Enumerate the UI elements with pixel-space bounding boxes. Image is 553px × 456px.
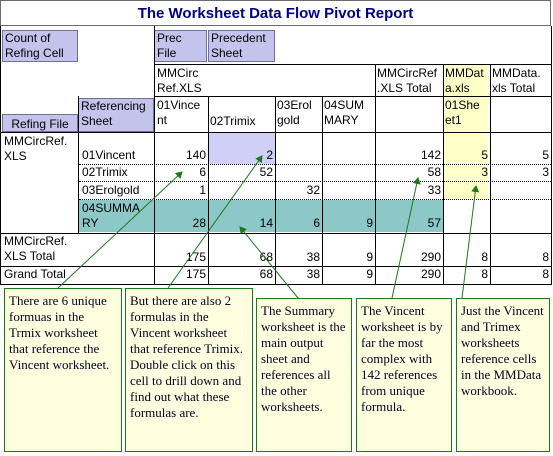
cell-value[interactable]: 6 [199, 165, 206, 179]
summary-row-highlight [78, 200, 443, 232]
cell-total[interactable]: 68 [259, 250, 273, 264]
cell-total[interactable]: 57 [427, 216, 441, 230]
cell-total[interactable]: 3 [542, 165, 549, 179]
col-header-01vincent[interactable]: 01Vince nt [157, 98, 201, 127]
col-header-mmcircref-total: MMCircRef .XLS Total [377, 66, 437, 95]
col-header-01sheet1[interactable]: 01She et1 [445, 98, 480, 127]
cell-value[interactable]: 2 [266, 148, 273, 162]
cell-value[interactable]: 32 [306, 183, 320, 197]
cell-value[interactable]: 28 [192, 216, 206, 230]
prec-file-field[interactable]: Prec File [154, 30, 207, 62]
cell-total[interactable]: 8 [481, 267, 488, 281]
cell-total[interactable]: 38 [306, 250, 320, 264]
cell-value[interactable]: 1 [199, 183, 206, 197]
col-header-mmdata-file[interactable]: MMDat a.xls [445, 66, 484, 95]
col-header-03erolgold[interactable]: 03Erol gold [277, 98, 312, 127]
cell-value[interactable]: 5 [481, 148, 488, 162]
col-header-04summary[interactable]: 04SUM MARY [324, 98, 365, 127]
cell-total[interactable]: 5 [542, 148, 549, 162]
refing-file-field[interactable]: Refing File [2, 114, 78, 132]
arrow-note2 [167, 155, 263, 289]
cell-total[interactable]: 9 [366, 267, 373, 281]
cell-total[interactable]: 9 [366, 250, 373, 264]
arrow-note3 [239, 226, 299, 299]
col-header-02trimix[interactable]: 02Trimix [210, 114, 256, 128]
cell-total[interactable]: 8 [542, 250, 549, 264]
cell-total[interactable]: 68 [259, 267, 273, 281]
cell-total[interactable]: 290 [420, 250, 441, 264]
cell-total[interactable]: 290 [420, 267, 441, 281]
cell-value[interactable]: 9 [366, 216, 373, 230]
cell-total[interactable]: 8 [542, 267, 549, 281]
arrow-note1 [57, 171, 183, 289]
selected-cell-highlight[interactable] [208, 132, 275, 164]
cell-total[interactable]: 142 [420, 148, 441, 162]
arrow-note4 [391, 177, 421, 299]
grand-total-label: Grand Total [4, 267, 66, 281]
cell-value[interactable]: 14 [259, 216, 273, 230]
cell-total[interactable]: 58 [427, 165, 441, 179]
file-total-label: MMCircRef. XLS Total [4, 234, 68, 263]
note-vincent-worksheet: The Vincent worksheet is by far the most… [356, 298, 452, 452]
cell-total[interactable]: 175 [185, 250, 206, 264]
row-header-mmcircref-file[interactable]: MMCircRef. XLS [4, 134, 68, 163]
cell-value[interactable]: 3 [481, 165, 488, 179]
cell-value[interactable]: 52 [259, 165, 273, 179]
arrow-note5 [461, 185, 480, 299]
cell-total[interactable]: 175 [185, 267, 206, 281]
row-sheet-01vincent[interactable]: 01Vincent [82, 148, 136, 162]
note-mmdata-workbook: Just the Vincent and Trimex worksheets r… [456, 298, 550, 452]
note-drill-down: But there are also 2 formulas in the Vin… [125, 288, 253, 452]
count-of-refing-cell-field[interactable]: Count of Refing Cell [2, 30, 78, 62]
report-title: The Worksheet Data Flow Pivot Report [0, 0, 551, 26]
cell-total[interactable]: 33 [427, 183, 441, 197]
cell-total[interactable]: 38 [306, 267, 320, 281]
note-summary-worksheet: The Summary worksheet is the main output… [256, 298, 352, 452]
row-sheet-03erolgold[interactable]: 03Erolgold [82, 183, 140, 197]
precedent-sheet-field[interactable]: Precedent Sheet [208, 30, 275, 62]
cell-total[interactable]: 8 [481, 250, 488, 264]
col-header-mmdata-total: MMData. xls Total [492, 66, 541, 95]
cell-value[interactable]: 6 [313, 216, 320, 230]
cell-value[interactable]: 140 [185, 148, 206, 162]
col-header-mmcircref-file[interactable]: MMCirc Ref.XLS [157, 66, 202, 95]
row-sheet-04summary[interactable]: 04SUMMA RY [82, 201, 140, 230]
row-sheet-02trimix[interactable]: 02Trimix [82, 165, 128, 179]
note-trimix-references: There are 6 unique formuas in the Trmix … [4, 288, 122, 452]
